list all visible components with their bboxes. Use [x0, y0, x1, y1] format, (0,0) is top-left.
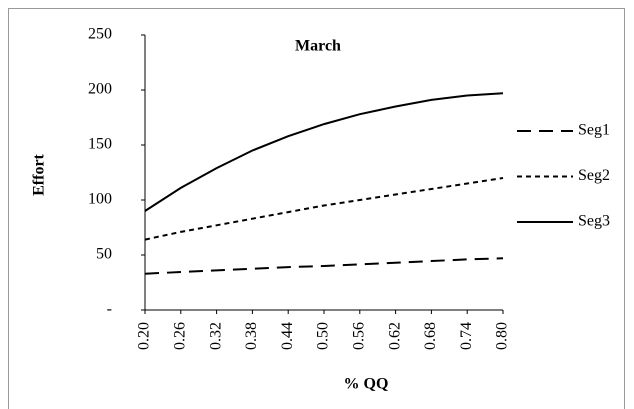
y-axis-title: Effort: [31, 153, 48, 195]
legend-label: Seg1: [578, 122, 610, 139]
y-tick-label: 100: [88, 191, 112, 208]
x-tick-label: 0.62: [386, 322, 403, 350]
x-tick-label: 0.20: [136, 322, 153, 350]
x-tick-label: 0.74: [458, 322, 475, 350]
x-tick-label: 0.38: [243, 322, 260, 350]
x-axis-title: % QQ: [344, 376, 389, 393]
y-tick-label: 200: [88, 81, 112, 98]
x-tick-label: 0.80: [494, 322, 511, 350]
series-line: [144, 177, 504, 241]
x-tick-label: 0.68: [422, 322, 439, 350]
y-tick-label: 50: [96, 246, 112, 263]
y-tick-label: 150: [88, 136, 112, 153]
legend-label: Seg3: [578, 213, 610, 230]
series-line: [144, 92, 504, 212]
legend-label: Seg2: [578, 167, 610, 184]
y-tick-label: 250: [88, 26, 112, 43]
x-tick-label: 0.50: [315, 322, 332, 350]
x-tick-label: 0.32: [207, 322, 224, 350]
chart-title: March: [295, 38, 341, 55]
chart-frame: [8, 8, 625, 409]
y-tick-label: -: [107, 301, 112, 318]
x-tick-label: 0.44: [279, 322, 296, 350]
x-tick-label: 0.26: [171, 322, 188, 350]
series-line: [144, 257, 504, 275]
x-tick-label: 0.56: [350, 322, 367, 350]
